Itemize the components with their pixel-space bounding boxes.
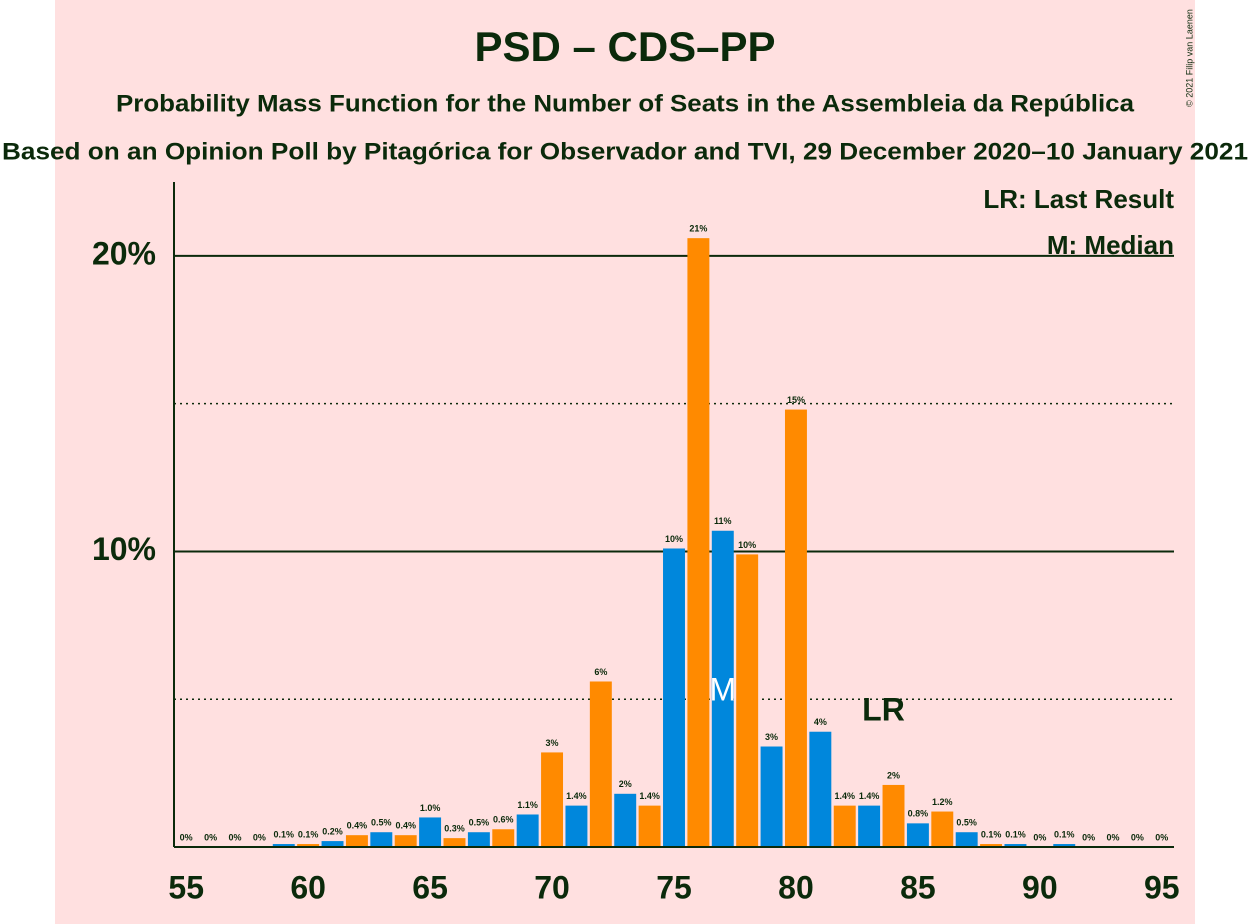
bar <box>297 844 320 847</box>
bar <box>394 835 417 847</box>
bar <box>931 811 954 847</box>
value-label: 1.4% <box>639 791 660 801</box>
value-label: 2% <box>619 779 632 789</box>
value-label: 21% <box>689 224 707 234</box>
bar <box>516 814 539 847</box>
bar <box>1004 844 1027 847</box>
x-tick-label: 70 <box>534 869 570 905</box>
bar <box>345 835 368 847</box>
value-label: 3% <box>546 738 559 748</box>
bar <box>833 805 856 847</box>
value-label: 15% <box>787 395 805 405</box>
bar <box>663 548 685 847</box>
bar <box>906 823 929 847</box>
bar <box>687 238 710 848</box>
value-label: 2% <box>887 770 900 780</box>
value-label: 6% <box>594 667 607 677</box>
value-label: 0% <box>228 832 241 842</box>
value-label: 0.1% <box>298 829 319 839</box>
value-label: 0.8% <box>908 809 929 819</box>
value-label: 0.4% <box>347 821 368 831</box>
value-label: 11% <box>714 516 732 526</box>
x-tick-label: 55 <box>168 869 204 905</box>
value-label: 0.1% <box>273 829 294 839</box>
x-tick-label: 95 <box>1144 869 1180 905</box>
bar <box>809 731 832 847</box>
bar <box>980 844 1003 847</box>
bar <box>711 530 734 847</box>
bar <box>589 681 612 847</box>
legend-entry: LR: Last Result <box>983 184 1174 214</box>
bar <box>321 841 344 847</box>
value-label: 0.5% <box>469 818 490 828</box>
value-label: 0.3% <box>444 824 465 834</box>
value-label: 3% <box>765 732 778 742</box>
bar <box>541 752 564 847</box>
bar <box>419 817 442 847</box>
bar <box>1053 844 1076 847</box>
bar <box>370 832 393 847</box>
value-label: 1.4% <box>859 791 880 801</box>
bar <box>858 805 881 847</box>
bar <box>467 832 490 847</box>
value-label: 0.2% <box>322 826 343 836</box>
bar <box>955 832 978 847</box>
value-label: 0.5% <box>956 818 977 828</box>
bar <box>443 838 466 847</box>
chart-subtitle: Probability Mass Function for the Number… <box>116 90 1135 117</box>
value-label: 0% <box>180 832 193 842</box>
chart-subtitle: Based on an Opinion Poll by Pitagórica f… <box>2 138 1248 165</box>
bar <box>492 829 515 847</box>
value-label: 0.1% <box>1054 829 1075 839</box>
value-label: 0.4% <box>395 821 416 831</box>
y-tick-label: 20% <box>92 235 156 271</box>
last-result-marker: LR <box>862 691 905 727</box>
value-label: 0% <box>253 832 266 842</box>
value-label: 4% <box>814 717 827 727</box>
value-label: 0% <box>1155 832 1168 842</box>
value-label: 1.4% <box>834 791 855 801</box>
bar <box>565 805 588 847</box>
bar <box>760 746 783 847</box>
value-label: 1.0% <box>420 803 441 813</box>
bar <box>882 784 905 847</box>
value-label: 0.5% <box>371 818 392 828</box>
bar <box>736 554 759 847</box>
bar <box>272 844 295 847</box>
value-label: 0.1% <box>1005 829 1026 839</box>
value-label: 0.6% <box>493 815 514 825</box>
bar <box>784 409 807 847</box>
background <box>55 0 1195 924</box>
x-tick-label: 90 <box>1022 869 1058 905</box>
bar <box>614 793 637 847</box>
value-label: 0.1% <box>981 829 1002 839</box>
x-tick-label: 80 <box>778 869 814 905</box>
chart-title: PSD – CDS–PP <box>474 23 775 70</box>
value-label: 1.4% <box>566 791 587 801</box>
x-tick-label: 65 <box>412 869 448 905</box>
value-label: 0% <box>1082 832 1095 842</box>
copyright: © 2021 Filip van Laenen <box>1184 9 1194 107</box>
x-tick-label: 75 <box>656 869 692 905</box>
value-label: 0% <box>204 832 217 842</box>
value-label: 10% <box>665 534 683 544</box>
value-label: 0% <box>1131 832 1144 842</box>
value-label: 10% <box>738 540 756 550</box>
median-marker: M <box>709 671 736 707</box>
bar <box>638 805 661 847</box>
value-label: 1.1% <box>517 800 538 810</box>
value-label: 1.2% <box>932 797 953 807</box>
legend-entry: M: Median <box>1047 230 1174 260</box>
value-label: 0% <box>1107 832 1120 842</box>
x-tick-label: 60 <box>290 869 326 905</box>
y-tick-label: 10% <box>92 531 156 567</box>
value-label: 0% <box>1033 832 1046 842</box>
x-tick-label: 85 <box>900 869 936 905</box>
